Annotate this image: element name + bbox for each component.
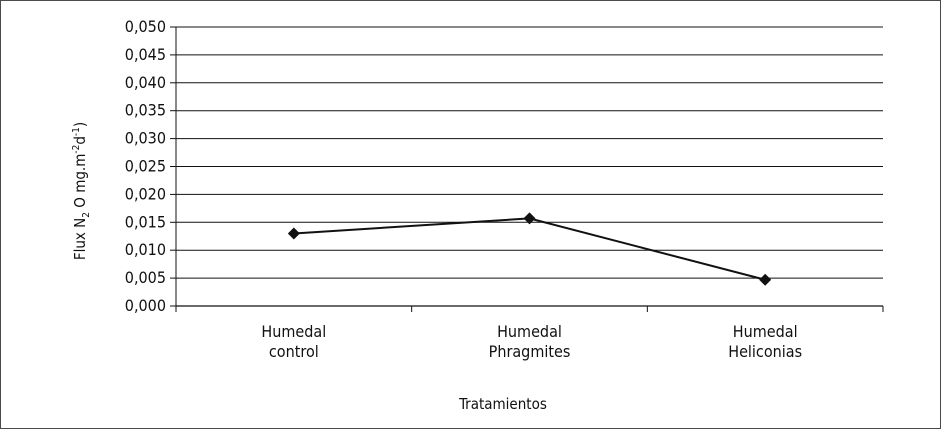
y-tick-label: 0,035: [125, 101, 166, 120]
y-tick-label: 0,045: [125, 45, 166, 64]
y-tick-label: 0,005: [125, 268, 166, 287]
y-tick-label: 0,015: [125, 212, 166, 231]
series-layer: [287, 212, 772, 286]
y-tick-label: 0,040: [125, 73, 166, 92]
gridlines: [176, 26, 883, 279]
x-axis-title: Tratamientos: [458, 395, 547, 413]
y-tick-label: 0,025: [125, 157, 166, 176]
y-tick-label: 0,050: [125, 17, 166, 36]
series-line: [293, 217, 766, 281]
x-tick-label: Humedal control: [261, 322, 326, 361]
x-tick-label: Humedal Phragmites: [489, 322, 571, 361]
y-tick-labels: 0,000 0,005 0,010 0,015 0,020 0,025 0,030 0,035…: [125, 17, 166, 315]
axes: [170, 26, 884, 312]
x-tick-label: Humedal Heliconias: [728, 322, 802, 361]
y-tick-label: 0,030: [125, 129, 166, 148]
data-point-marker: [523, 212, 536, 225]
x-tick-labels: Humedal control Humedal Phragmites Humedal He…: [261, 322, 802, 361]
y-tick-label: 0,000: [125, 296, 166, 315]
data-point-marker: [759, 273, 772, 286]
y-axis-title: Flux N2 O mg.m-2d-1): [71, 122, 92, 260]
y-tick-label: 0,020: [125, 184, 166, 203]
data-point-marker: [287, 227, 300, 240]
y-tick-label: 0,010: [125, 240, 166, 259]
